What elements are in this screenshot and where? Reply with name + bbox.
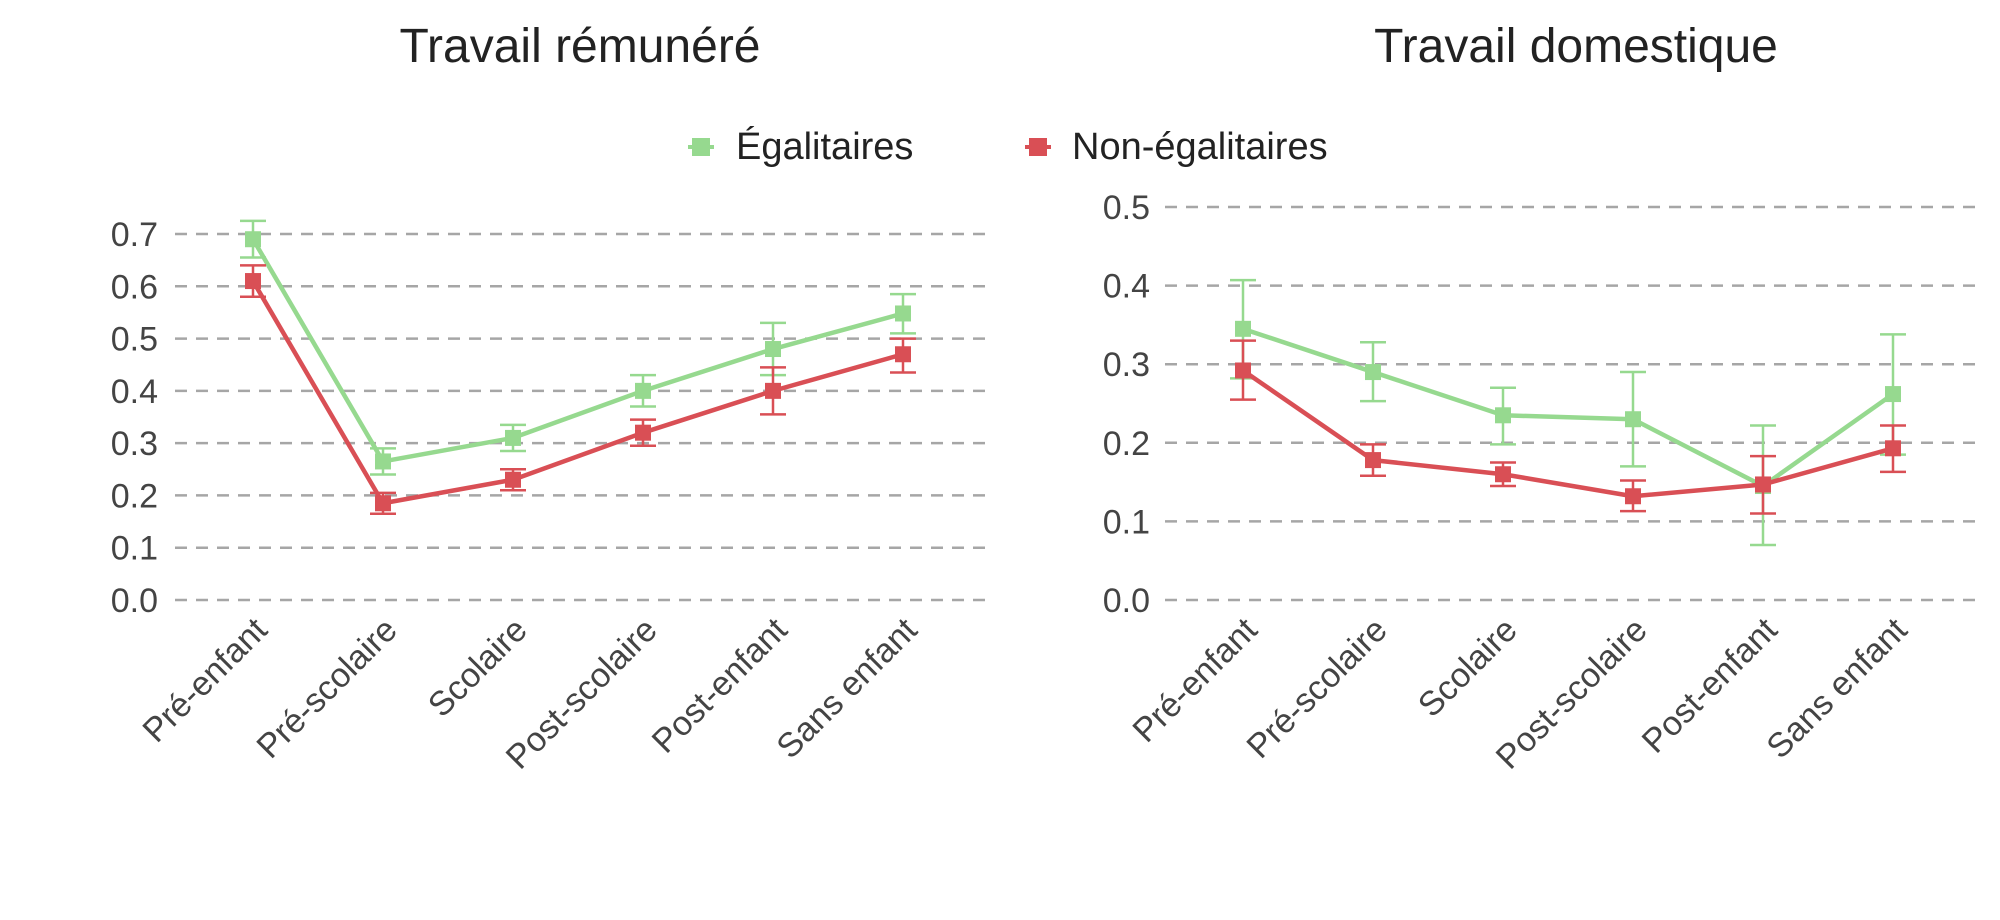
data-point bbox=[1625, 488, 1641, 505]
data-point bbox=[1755, 476, 1771, 493]
y-tick-label: 0.4 bbox=[1103, 268, 1150, 306]
data-point bbox=[1365, 364, 1381, 381]
y-tick-label: 0.0 bbox=[111, 582, 158, 620]
chart-title: Travail domestique bbox=[1374, 20, 1778, 73]
series-non-egalitaires bbox=[1230, 339, 1906, 515]
series-line bbox=[1241, 368, 1894, 499]
data-point bbox=[1235, 320, 1251, 337]
data-point bbox=[895, 346, 911, 363]
data-point bbox=[1365, 452, 1381, 469]
y-tick-label: 0.2 bbox=[111, 477, 158, 515]
data-point bbox=[765, 382, 781, 399]
x-tick-label: Pré-scolaire bbox=[250, 611, 405, 766]
legend-item-non-egalitaires: Non-égalitaires bbox=[1025, 126, 1328, 168]
y-tick-label: 0.6 bbox=[111, 268, 158, 306]
data-point bbox=[505, 429, 521, 446]
y-tick-label: 0.4 bbox=[111, 373, 158, 411]
series-non-egalitaires bbox=[240, 264, 916, 515]
series-line bbox=[251, 279, 904, 506]
data-point bbox=[1885, 386, 1901, 403]
series-line bbox=[1242, 326, 1895, 489]
y-tick-label: 0.3 bbox=[111, 425, 158, 463]
legend-label: Égalitaires bbox=[736, 125, 913, 168]
x-tick-label: Pré-scolaire bbox=[1240, 611, 1395, 766]
y-tick-label: 0.5 bbox=[1103, 189, 1150, 227]
data-point bbox=[245, 231, 261, 248]
data-point bbox=[635, 382, 651, 399]
data-point bbox=[1235, 362, 1251, 379]
x-tick-label: Scolaire bbox=[421, 611, 535, 725]
data-point bbox=[245, 273, 261, 290]
series-line bbox=[251, 238, 904, 464]
x-tick-label: Pré-enfant bbox=[1126, 610, 1266, 750]
y-tick-label: 0.3 bbox=[1103, 346, 1150, 384]
data-point bbox=[1495, 466, 1511, 483]
data-point bbox=[1495, 407, 1511, 424]
y-tick-label: 0.0 bbox=[1103, 582, 1150, 620]
data-point bbox=[375, 495, 391, 512]
data-point bbox=[895, 305, 911, 322]
y-tick-label: 0.1 bbox=[1103, 503, 1150, 541]
data-point bbox=[375, 453, 391, 470]
y-tick-label: 0.7 bbox=[111, 216, 158, 254]
data-point bbox=[1885, 440, 1901, 457]
x-tick-label: Sans enfant bbox=[769, 610, 925, 766]
data-point bbox=[505, 471, 521, 488]
series-egalitaires bbox=[240, 219, 916, 476]
y-tick-label: 0.1 bbox=[111, 530, 158, 568]
x-tick-label: Pré-enfant bbox=[136, 610, 276, 750]
chart-title: Travail rémunéré bbox=[399, 20, 760, 73]
legend-label: Non-égalitaires bbox=[1072, 126, 1328, 168]
y-tick-label: 0.5 bbox=[111, 321, 158, 359]
data-point bbox=[635, 424, 651, 441]
series-egalitaires bbox=[1230, 278, 1906, 547]
legend: Égalitaires Non-égalitaires bbox=[688, 125, 1328, 168]
x-tick-label: Sans enfant bbox=[1759, 610, 1915, 766]
legend-item-egalitaires: Égalitaires bbox=[688, 125, 913, 168]
y-tick-label: 0.2 bbox=[1103, 425, 1150, 463]
x-tick-label: Scolaire bbox=[1411, 611, 1525, 725]
data-point bbox=[1625, 411, 1641, 428]
data-point bbox=[765, 341, 781, 358]
